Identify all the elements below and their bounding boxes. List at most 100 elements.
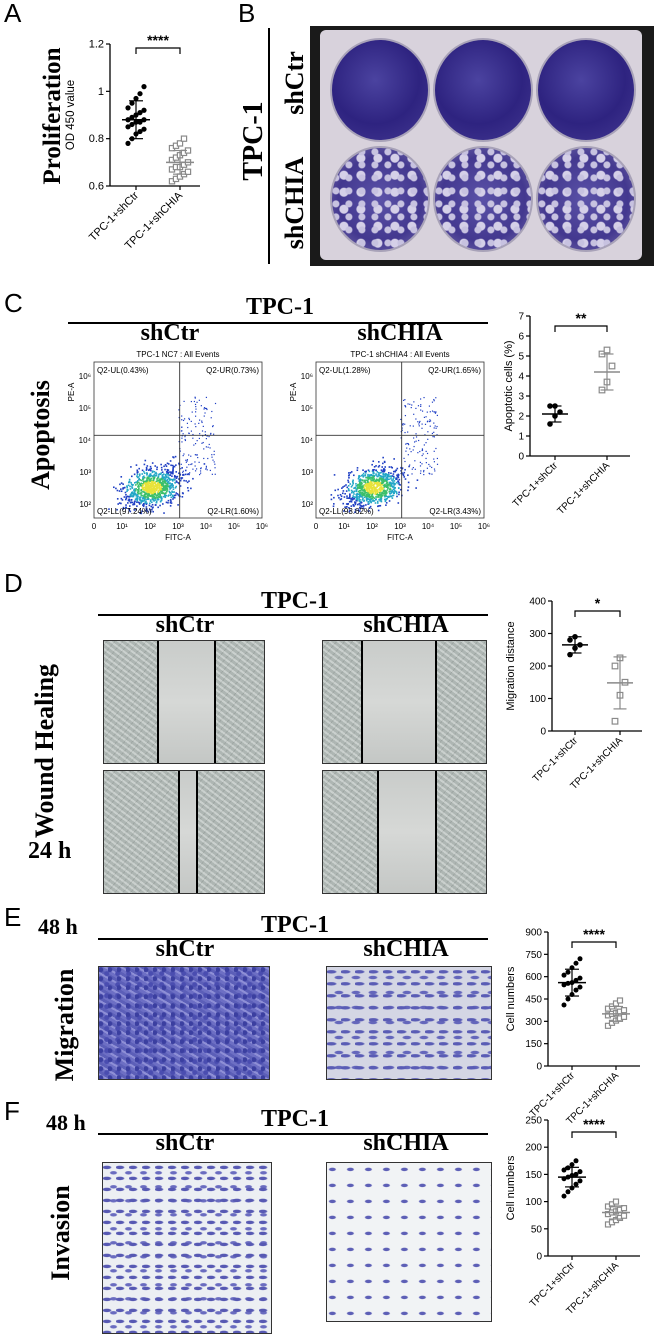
flow-event (352, 498, 355, 500)
flow-event (358, 493, 361, 495)
flow-title: TPC-1 NC7 : All Events (136, 350, 219, 359)
flow-event (368, 487, 371, 490)
flow-event (158, 479, 160, 482)
flow-event (411, 404, 413, 406)
d-time-label: 24 h (28, 838, 72, 864)
flow-event (160, 478, 162, 481)
data-point (577, 1169, 583, 1175)
flow-event (144, 480, 147, 483)
flow-event (142, 505, 145, 508)
flow-event (165, 473, 168, 475)
flow-event (214, 473, 216, 475)
flow-event (365, 476, 368, 479)
flow-event (147, 484, 150, 487)
flow-event (431, 466, 433, 469)
flow-event (350, 489, 353, 492)
flow-event (428, 463, 430, 466)
data-point (565, 969, 571, 975)
flow-event (394, 470, 397, 473)
flow-event (165, 475, 168, 478)
flow-event (433, 400, 435, 402)
flow-event (151, 492, 154, 495)
flow-event (373, 468, 375, 471)
flow-event (133, 473, 136, 476)
flow-event (354, 503, 357, 506)
plate-photo (310, 26, 654, 266)
flow-event (139, 498, 142, 501)
flow-event (407, 443, 409, 445)
flow-event (347, 502, 350, 505)
flow-event (394, 490, 397, 493)
flow-event (191, 411, 193, 413)
flow-event (365, 491, 368, 494)
flow-x-tick: 10³ (394, 522, 406, 531)
x-tick-label: TPC-1+shCtr (531, 735, 581, 785)
flow-event (155, 494, 158, 496)
flow-event (146, 480, 149, 482)
flow-event (141, 487, 144, 489)
data-point (620, 1013, 628, 1020)
flow-event (356, 492, 358, 495)
flow-event (170, 478, 173, 481)
flow-event (337, 494, 339, 497)
flow-event (355, 488, 358, 491)
flow-event (162, 495, 165, 498)
flow-event (181, 419, 183, 421)
y-tick-label: 200 (525, 1143, 542, 1154)
wound-gap (377, 771, 437, 893)
flow-event (152, 480, 155, 483)
flow-event (417, 452, 419, 454)
flow-event (434, 425, 436, 427)
wound-gap (361, 641, 437, 763)
plate-row2-label: shCHIA (280, 156, 309, 250)
flow-event (373, 500, 376, 502)
flow-event (131, 495, 134, 498)
flow-event (151, 497, 154, 500)
flow-event (138, 502, 141, 504)
flow-event (396, 476, 399, 478)
flow-event (359, 495, 362, 497)
flow-event (348, 507, 350, 509)
flow-event (379, 486, 382, 489)
flow-event (390, 483, 393, 485)
flow-event (392, 492, 395, 495)
flow-event (160, 463, 162, 466)
data-point (141, 126, 147, 132)
flow-event (421, 454, 423, 457)
well-shctr-1 (330, 38, 430, 142)
flow-event (378, 496, 380, 498)
flow-event (140, 512, 143, 515)
flow-event (414, 468, 416, 470)
flow-event (375, 479, 377, 482)
flow-event (369, 500, 372, 503)
flow-event (409, 403, 411, 405)
flow-x-tick: 10⁵ (450, 522, 462, 531)
flow-event (369, 505, 372, 508)
flow-event (160, 466, 163, 469)
flow-event (173, 465, 176, 468)
flow-event (429, 419, 431, 421)
flow-event (415, 440, 417, 442)
flow-event (420, 470, 422, 472)
flow-event (124, 491, 127, 494)
flow-event (373, 490, 375, 492)
flow-event (385, 492, 388, 495)
flow-event (426, 411, 428, 413)
flow-event (352, 491, 355, 494)
flow-event (130, 498, 133, 501)
flow-event (374, 493, 377, 495)
y-axis-label: Cell numbers (505, 966, 517, 1031)
flow-event (378, 488, 381, 491)
y-axis-label: Cell numbers (505, 1155, 517, 1220)
flow-event (357, 477, 360, 480)
flow-event (166, 490, 168, 493)
flow-event (155, 495, 157, 497)
flow-event (368, 499, 371, 501)
flow-event (132, 495, 135, 497)
flow-event (431, 410, 434, 412)
flow-event (161, 471, 164, 474)
flow-event (186, 460, 188, 462)
flow-event (397, 502, 400, 504)
flow-event (367, 469, 370, 472)
flow-event (383, 461, 386, 464)
